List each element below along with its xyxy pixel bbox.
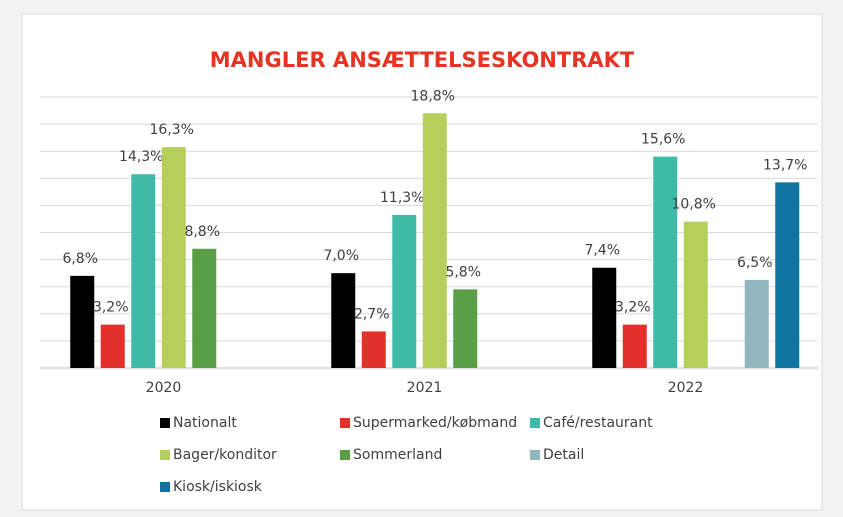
legend-label: Bager/konditor — [173, 447, 277, 463]
data-label: 8,8% — [184, 224, 220, 240]
bar — [683, 221, 708, 368]
data-label: 6,5% — [737, 255, 773, 271]
bar — [192, 248, 217, 368]
x-tick-label: 2022 — [668, 380, 704, 396]
bar — [331, 273, 356, 368]
legend-label: Nationalt — [173, 415, 237, 431]
data-label: 7,0% — [323, 248, 359, 264]
bar — [592, 267, 617, 368]
bar — [161, 147, 186, 368]
legend-label: Detail — [543, 447, 584, 463]
legend-swatch — [160, 418, 170, 428]
legend-swatch — [340, 450, 350, 460]
legend-swatch — [530, 418, 540, 428]
bar — [622, 324, 647, 368]
legend-swatch — [160, 482, 170, 492]
bar — [100, 324, 125, 368]
data-label: 14,3% — [119, 149, 163, 165]
data-label: 2,7% — [354, 306, 390, 322]
legend-label: Sommerland — [353, 447, 442, 463]
data-label: 5,8% — [445, 264, 481, 280]
data-label: 3,2% — [615, 300, 651, 316]
bar — [775, 182, 800, 368]
bar — [361, 331, 386, 368]
bar — [392, 214, 417, 368]
legend-swatch — [340, 418, 350, 428]
bar — [453, 289, 478, 368]
data-label: 18,8% — [411, 88, 455, 104]
bar — [653, 156, 678, 368]
data-label: 7,4% — [584, 243, 620, 259]
legend-label: Kiosk/iskiosk — [173, 479, 263, 495]
legend-swatch — [160, 450, 170, 460]
bar — [70, 275, 95, 368]
x-tick-label: 2021 — [407, 380, 443, 396]
data-label: 3,2% — [93, 300, 129, 316]
data-label: 15,6% — [641, 132, 685, 148]
bar — [422, 113, 447, 368]
data-label: 6,8% — [62, 251, 98, 267]
data-label: 13,7% — [763, 157, 807, 173]
x-tick-label: 2020 — [146, 380, 182, 396]
data-label: 11,3% — [380, 190, 424, 206]
bar — [744, 279, 769, 368]
bar — [131, 174, 156, 368]
legend-swatch — [530, 450, 540, 460]
legend-label: Café/restaurant — [543, 415, 653, 431]
chart-title: MANGLER ANSÆTTELSESKONTRAKT — [210, 48, 635, 72]
data-label: 10,8% — [672, 197, 716, 213]
legend-label: Supermarked/købmand — [353, 415, 517, 431]
data-label: 16,3% — [150, 122, 194, 138]
